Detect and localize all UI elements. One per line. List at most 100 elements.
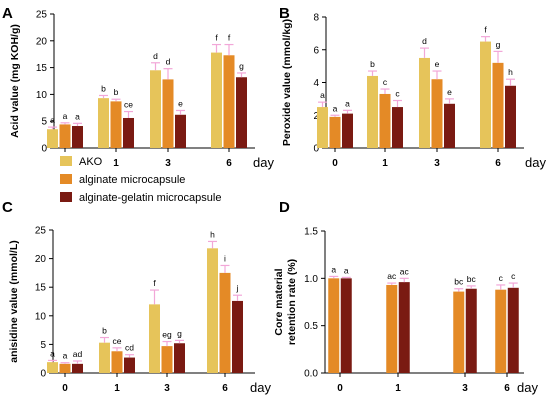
bar [495, 289, 507, 373]
significance-letter: ad [73, 349, 83, 359]
bar [99, 342, 110, 373]
bar [124, 357, 135, 373]
legend-label: alginate microcapsule [79, 174, 185, 186]
y-tick-label: 0 [41, 144, 47, 155]
significance-letter: c [395, 89, 400, 99]
legend-swatch [60, 156, 72, 166]
y-tick-label: 20 [35, 254, 47, 265]
x-tick-label: 3 [434, 158, 440, 169]
bar [317, 107, 328, 148]
bar [444, 103, 455, 148]
y-tick-label: 20 [36, 36, 48, 47]
y-tick-label: 8 [313, 13, 319, 24]
bar [72, 126, 83, 148]
significance-letter: a [345, 98, 350, 108]
y-tick-label: 5 [40, 340, 46, 351]
bar [465, 288, 477, 373]
significance-letter: g [177, 328, 182, 338]
bar [219, 272, 231, 373]
significance-letter: f [484, 25, 487, 35]
y-axis-label: anisidine value (mmol/L) [8, 240, 20, 363]
bar [174, 343, 185, 373]
bar [162, 79, 174, 148]
significance-letter: j [236, 283, 239, 293]
significance-letter: a [344, 265, 349, 275]
significance-letter: a [320, 90, 325, 100]
bar [123, 117, 134, 148]
significance-letter: bc [454, 277, 464, 287]
significance-letter: e [178, 98, 183, 108]
significance-letter: a [333, 103, 338, 113]
bar [367, 75, 378, 148]
x-tick-label: 3 [165, 158, 171, 169]
panel-label: A [2, 5, 13, 22]
significance-letter: b [114, 87, 119, 97]
bar [419, 57, 430, 148]
bar [379, 93, 391, 148]
bar [161, 346, 173, 373]
significance-letter: h [508, 67, 513, 77]
significance-letter: d [153, 51, 158, 61]
significance-letter: ac [400, 266, 410, 276]
bar [505, 85, 516, 148]
bar [211, 52, 222, 149]
legend-swatch [60, 192, 72, 202]
x-unit-label: day [250, 380, 271, 395]
y-tick-label: 1.0 [304, 274, 318, 285]
legend-swatch [60, 174, 72, 184]
significance-letter: g [239, 61, 244, 71]
x-tick-label: 1 [395, 383, 401, 394]
bar [175, 114, 186, 148]
significance-letter: f [215, 33, 218, 43]
bar [207, 248, 218, 373]
y-tick-label: 4 [313, 78, 319, 89]
bar [492, 62, 504, 148]
x-unit-label: day [517, 380, 538, 395]
significance-letter: a [50, 115, 55, 125]
bar [150, 70, 161, 148]
y-axis-label: Peroxide value (mmol/kg) [281, 19, 293, 146]
significance-letter: e [447, 87, 452, 97]
significance-letter: c [383, 77, 388, 87]
x-tick-label: 0 [337, 383, 343, 394]
y-tick-label: 0 [40, 369, 46, 380]
y-tick-label: 0.0 [304, 369, 318, 380]
y-tick-label: 6 [313, 45, 319, 56]
significance-letter: bc [467, 274, 477, 284]
x-tick-label: 3 [164, 383, 170, 394]
y-tick-label: 25 [36, 10, 48, 21]
x-tick-label: 6 [222, 383, 228, 394]
bar [480, 41, 491, 148]
panel-label: C [2, 199, 13, 216]
y-axis-label: Acid value (mg KOH/g) [9, 24, 21, 138]
y-tick-label: 15 [35, 283, 47, 294]
y-tick-label: 10 [35, 311, 47, 322]
bar [507, 287, 519, 373]
significance-letter: h [210, 229, 215, 239]
y-tick-label: 2 [313, 111, 319, 122]
bar [392, 107, 403, 148]
bar [232, 300, 243, 373]
y-tick-label: 10 [36, 90, 48, 101]
x-tick-label: 6 [504, 383, 510, 394]
bar [111, 351, 123, 373]
y-tick-label: 0 [313, 144, 319, 155]
bar [149, 304, 160, 373]
panel-label: D [279, 199, 290, 216]
bar [398, 282, 410, 373]
significance-letter: a [75, 111, 80, 121]
bar [72, 363, 83, 373]
bar [223, 55, 235, 148]
x-unit-label: day [253, 155, 274, 170]
x-tick-label: 1 [114, 383, 120, 394]
bar [431, 79, 443, 148]
y-tick-label: 0.5 [304, 321, 318, 332]
x-tick-label: 3 [462, 383, 468, 394]
bar [59, 124, 71, 148]
bar [328, 278, 340, 373]
y-tick-label: 5 [41, 117, 47, 128]
x-tick-label: 1 [382, 158, 388, 169]
significance-letter: a [63, 351, 68, 361]
x-tick-label: 0 [332, 158, 338, 169]
